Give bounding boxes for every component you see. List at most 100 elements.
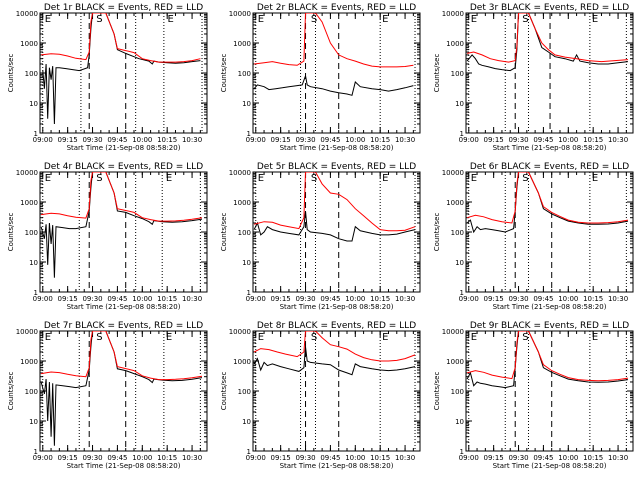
x-tick-label: 10:00 — [558, 295, 578, 303]
y-tick-label: 10000 — [229, 328, 251, 336]
plot-area — [40, 172, 203, 292]
y-tick-label: 1 — [34, 130, 38, 138]
x-tick-label: 09:00 — [246, 136, 266, 144]
events-series-line — [42, 13, 201, 125]
event-marker-label: E — [592, 332, 598, 343]
plot-frame — [39, 12, 208, 134]
x-axis-label: Start Time (21-Sep-08 08:58:20) — [280, 303, 394, 311]
y-axis-label: Counts/sec — [433, 54, 441, 93]
y-tick-label: 10 — [455, 418, 464, 426]
y-tick-label: 10000 — [16, 169, 38, 177]
x-axis-label: Start Time (21-Sep-08 08:58:20) — [67, 144, 181, 152]
event-marker-label: E — [382, 14, 388, 25]
x-tick-label: 09:45 — [533, 295, 553, 303]
x-tick-label: 10:00 — [558, 136, 578, 144]
event-marker-label: E — [168, 14, 174, 25]
x-tick-label: 10:00 — [345, 454, 365, 462]
x-tick-label: 10:00 — [132, 136, 152, 144]
y-axis-label: Counts/sec — [220, 372, 228, 411]
panel-title: Det 9r BLACK = Events, RED = LLD — [470, 321, 629, 331]
event-marker-label: E — [382, 173, 388, 184]
plot-frame — [39, 171, 208, 293]
y-tick-label: 1 — [34, 289, 38, 297]
y-tick-label: 1 — [34, 448, 38, 456]
x-tick-label: 10:00 — [558, 454, 578, 462]
x-tick-label: 09:30 — [295, 136, 315, 144]
event-marker-label: S — [522, 173, 528, 184]
event-marker-label: E — [471, 14, 477, 25]
y-axis-label: Counts/sec — [7, 213, 15, 252]
detector-panel: Det 1r BLACK = Events, RED = LLD 1 10 100 10… — [7, 3, 208, 152]
y-axis-label: Counts/sec — [220, 213, 228, 252]
event-marker-label: S — [311, 173, 317, 184]
x-tick-label: 09:00 — [246, 454, 266, 462]
x-tick-label: 09:30 — [508, 136, 528, 144]
y-tick-label: 100 — [451, 70, 464, 78]
y-tick-label: 1 — [247, 448, 251, 456]
x-tick-label: 09:30 — [508, 295, 528, 303]
x-tick-label: 10:15 — [157, 454, 177, 462]
x-tick-label: 09:00 — [33, 454, 53, 462]
x-axis-label: Start Time (21-Sep-08 08:58:20) — [67, 303, 181, 311]
x-tick-label: 09:45 — [107, 454, 127, 462]
y-tick-label: 10 — [455, 259, 464, 267]
event-marker-label: S — [96, 332, 102, 343]
x-tick-label: 10:00 — [132, 454, 152, 462]
detector-panel: Det 2r BLACK = Events, RED = LLD 1 10 100 10… — [220, 3, 421, 152]
x-tick-label: 10:30 — [182, 454, 202, 462]
y-tick-label: 10000 — [442, 328, 464, 336]
event-marker-label: S — [96, 14, 102, 25]
y-axis-label: Counts/sec — [7, 372, 15, 411]
plot-frame — [252, 330, 421, 452]
event-marker-label: S — [522, 332, 528, 343]
detector-panel: Det 7r BLACK = Events, RED = LLD 1 10 100 10… — [7, 321, 208, 470]
y-tick-label: 10000 — [229, 169, 251, 177]
y-tick-label: 1 — [460, 289, 464, 297]
y-tick-label: 10 — [29, 418, 38, 426]
y-tick-label: 1 — [460, 448, 464, 456]
x-tick-label: 09:30 — [508, 454, 528, 462]
x-axis-label: Start Time (21-Sep-08 08:58:20) — [493, 303, 607, 311]
detector-panel: Det 9r BLACK = Events, RED = LLD 1 10 100 10… — [433, 321, 634, 470]
x-tick-label: 09:45 — [533, 136, 553, 144]
x-tick-label: 09:30 — [82, 454, 102, 462]
y-tick-label: 10 — [242, 418, 251, 426]
events-series-line — [466, 172, 629, 234]
plot-area — [41, 13, 203, 133]
plot-area — [253, 13, 416, 133]
event-marker-label: E — [592, 14, 598, 25]
x-tick-label: 10:30 — [182, 136, 202, 144]
plot-area — [466, 172, 629, 292]
x-tick-label: 10:00 — [132, 295, 152, 303]
event-marker-label: E — [166, 332, 172, 343]
y-axis-label: Counts/sec — [220, 54, 228, 93]
plot-area — [40, 331, 203, 451]
event-marker-label: E — [166, 173, 172, 184]
x-tick-label: 09:30 — [295, 295, 315, 303]
x-tick-label: 10:00 — [345, 295, 365, 303]
y-tick-label: 1000 — [20, 358, 38, 366]
y-tick-label: 1000 — [20, 199, 38, 207]
x-tick-label: 10:15 — [583, 136, 603, 144]
event-marker-label: E — [258, 14, 264, 25]
y-tick-label: 100 — [238, 70, 251, 78]
y-tick-label: 10 — [242, 259, 251, 267]
x-tick-label: 09:00 — [246, 295, 266, 303]
plot-frame — [252, 171, 421, 293]
plot-frame — [252, 12, 421, 134]
events-series-line — [253, 210, 416, 242]
panel-title: Det 3r BLACK = Events, RED = LLD — [470, 3, 629, 13]
x-tick-label: 09:30 — [295, 454, 315, 462]
y-tick-label: 100 — [25, 388, 38, 396]
y-tick-label: 100 — [238, 388, 251, 396]
x-tick-label: 09:00 — [33, 136, 53, 144]
y-axis-label: Counts/sec — [433, 372, 441, 411]
panel-title: Det 7r BLACK = Events, RED = LLD — [44, 321, 203, 331]
lld-series-line — [41, 13, 201, 63]
y-tick-label: 1000 — [233, 199, 251, 207]
y-tick-label: 1000 — [446, 199, 464, 207]
x-tick-label: 09:30 — [82, 295, 102, 303]
plot-area — [253, 172, 416, 292]
x-tick-label: 10:15 — [370, 136, 390, 144]
